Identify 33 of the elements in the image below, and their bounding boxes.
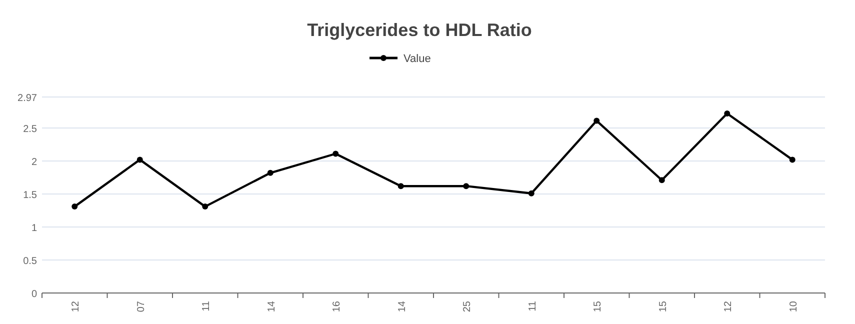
y-tick-label: 2.5 [23, 124, 38, 136]
point [136, 156, 143, 163]
x-tick-label: 25 [462, 300, 474, 312]
point [72, 204, 78, 210]
x-tick-label: 10 [788, 300, 800, 312]
x-tick-label: 11 [201, 300, 212, 312]
point [202, 204, 208, 210]
point [463, 183, 470, 190]
point [267, 170, 274, 176]
x-tick-label: 11 [527, 300, 538, 312]
x-tick-label: 15 [658, 300, 669, 312]
x-tick-label: 14 [396, 300, 408, 312]
chart-title: Triglycerides to HDL Ratio [307, 20, 532, 40]
point [789, 156, 796, 163]
point [332, 150, 339, 157]
legend-label: Value [404, 53, 431, 65]
point [398, 183, 404, 190]
y-tick-label: 0.5 [23, 256, 38, 268]
x-tick-label: 12 [70, 300, 82, 312]
y-tick-label: 0 [31, 289, 38, 300]
x-tick-label: 15 [592, 300, 604, 312]
x-tick-label: 14 [266, 300, 278, 312]
y-tick-label: 2.97 [18, 93, 38, 104]
y-tick-label: 2 [31, 157, 38, 168]
point [724, 110, 730, 116]
y-tick-label: 1 [31, 223, 38, 234]
y-tick-label: 1.5 [23, 190, 38, 202]
x-tick-label: 12 [723, 300, 734, 312]
point [594, 118, 600, 124]
x-tick-label: 16 [332, 300, 343, 312]
point [658, 177, 665, 184]
point [528, 190, 534, 196]
x-tick-label: 07 [136, 300, 147, 312]
